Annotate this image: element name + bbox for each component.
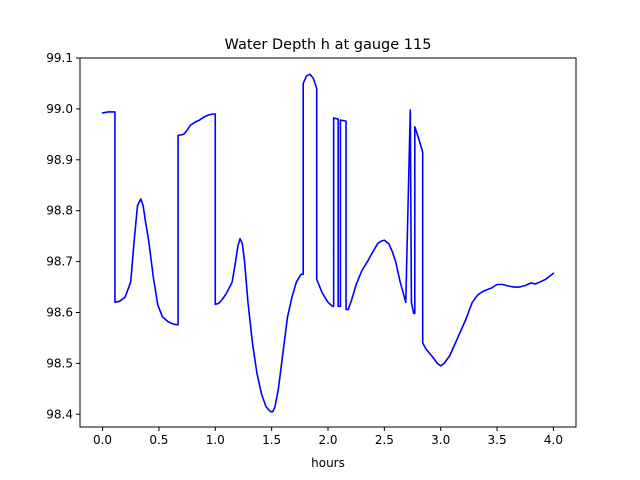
x-tick-label: 2.5 (375, 433, 394, 447)
x-tick-label: 1.5 (262, 433, 281, 447)
plot-frame (79, 57, 577, 428)
y-tick-label: 98.8 (46, 204, 73, 218)
x-tick-label: 3.0 (431, 433, 450, 447)
x-tick-label: 0.5 (149, 433, 168, 447)
y-tick-label: 98.6 (46, 305, 73, 319)
y-tick-label: 98.4 (46, 407, 73, 421)
x-tick-label: 0.0 (93, 433, 112, 447)
x-tick-label: 1.0 (206, 433, 225, 447)
chart-title: Water Depth h at gauge 115 (225, 37, 432, 53)
y-tick-label: 98.9 (46, 153, 73, 167)
x-ticks: 0.0 0.5 1.0 1.5 2.0 2.5 3.0 3.5 4.0 (93, 427, 563, 447)
y-tick-label: 99.0 (46, 102, 73, 116)
y-tick-label: 98.5 (46, 356, 73, 370)
y-tick-label: 99.1 (46, 51, 73, 65)
y-tick-label: 98.7 (46, 255, 73, 269)
x-tick-label: 3.5 (488, 433, 507, 447)
x-tick-label: 4.0 (544, 433, 563, 447)
x-axis-label: hours (311, 456, 345, 470)
plot-area (101, 73, 555, 413)
series-line (101, 73, 555, 413)
x-tick-label: 2.0 (318, 433, 337, 447)
y-ticks: 98.4 98.5 98.6 98.7 98.8 98.9 99.0 99.1 (46, 51, 80, 421)
